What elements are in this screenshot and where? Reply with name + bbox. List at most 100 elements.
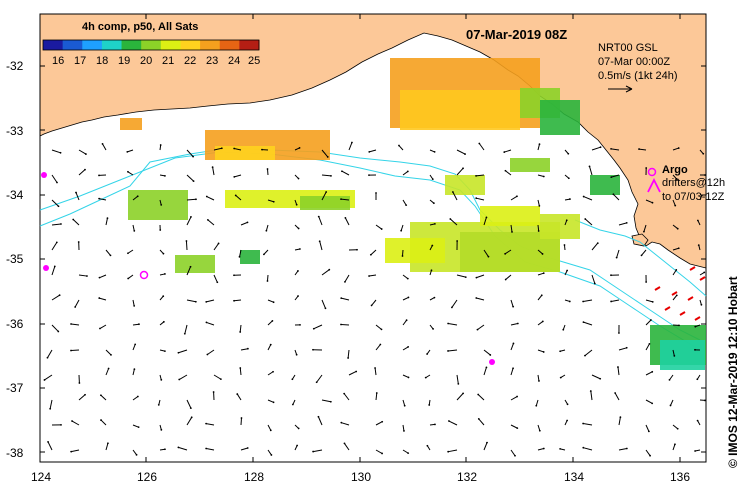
colorbar-segment [161,40,181,50]
current-vector [187,175,194,181]
current-vector-head [368,275,370,277]
current-vector-head [205,423,207,425]
current-vector [106,250,110,255]
current-vector [240,368,241,375]
current-vector-head [488,256,490,258]
current-vector-head [381,421,383,423]
current-vector [266,225,268,231]
current-vector [538,295,542,300]
current-vector-head [584,355,586,357]
current-vector-head [514,455,516,457]
current-vector [79,395,85,400]
current-vector [344,394,349,400]
sst-patch [120,118,142,130]
drifters-legend-line2: to 07/03-12Z [662,190,724,204]
current-vector [403,450,408,453]
current-vector-head [127,171,129,173]
current-vector-head [233,176,235,178]
colorbar-segment [102,40,122,50]
lon-tick-label: 128 [244,470,264,484]
current-vector-head [594,283,596,285]
current-vector-head [475,197,477,199]
current-vector-head [569,301,571,303]
current-vector-head [341,170,343,172]
current-vector-head [503,151,505,153]
current-vector-head [408,297,410,299]
current-vector-head [206,354,208,356]
current-vector [538,144,539,150]
lat-tick-label: -34 [6,188,23,202]
current-vector-head [239,367,241,369]
current-vector-head [543,351,545,353]
colorbar-tick: 17 [74,55,86,67]
current-vector-head [127,252,129,254]
current-vector [538,225,539,231]
current-vector-head [351,142,353,144]
current-vector-head [98,175,100,177]
current-vector-head [516,427,518,429]
current-vector-head [247,348,249,350]
current-vector [178,350,187,353]
current-vector-head [59,294,61,296]
current-vector [403,200,406,205]
current-vector-head [599,378,601,380]
sst-patch [540,214,580,239]
current-vector [448,324,457,325]
current-vector-head [402,255,404,257]
current-vector-head [318,416,320,418]
current-vector-head [678,324,680,326]
current-vector-head [205,448,207,450]
colorbar-tick: 18 [96,55,108,67]
current-vector-head [319,240,321,242]
current-vector-head [299,147,301,149]
current-vector-head [221,147,223,149]
current-vector-head [426,445,428,447]
current-vector-head [505,279,507,281]
sst-patch [660,340,705,370]
current-vector-head [462,392,464,394]
current-vector [457,168,463,175]
current-vector-head [272,320,274,322]
current-vector-head [511,231,513,233]
current-vector-head [566,420,568,422]
current-vector [341,298,349,300]
lat-tick-label: -36 [6,317,23,331]
current-vector-head [447,350,449,352]
current-vector [511,397,517,400]
product-time: 07-Mar 00:00Z [598,55,670,69]
current-vector [234,175,241,177]
current-vector-head [700,304,702,306]
current-vector-head [542,253,544,255]
current-vector [342,171,349,175]
lon-tick-label: 134 [564,470,584,484]
current-vector [322,400,331,402]
current-vector [399,146,403,150]
current-vector-head [110,354,112,356]
current-vector [615,393,619,400]
current-vector [585,350,592,356]
current-vector-head [270,454,272,456]
current-vector [484,443,487,450]
current-vector-head [425,377,427,379]
current-vector [133,425,139,427]
current-vector-head [696,378,698,380]
drifter-track [672,292,677,295]
current-vector-head [71,420,73,422]
current-vector-head [566,270,568,272]
current-vector-head [486,442,488,444]
current-vector-head [674,205,676,207]
current-vector [237,394,241,400]
current-vector-head [163,321,165,323]
current-vector-head [504,253,506,255]
colorbar-tick: 21 [162,55,174,67]
current-vector-head [374,367,376,369]
current-vector-head [673,355,675,357]
lon-tick-label: 130 [351,470,371,484]
current-vector-head [676,294,678,296]
current-vector-head [543,448,545,450]
current-vector-head [206,322,208,324]
current-vector [538,321,543,325]
current-vector [484,367,486,375]
current-vector-head [434,151,436,153]
current-vector [646,425,649,431]
